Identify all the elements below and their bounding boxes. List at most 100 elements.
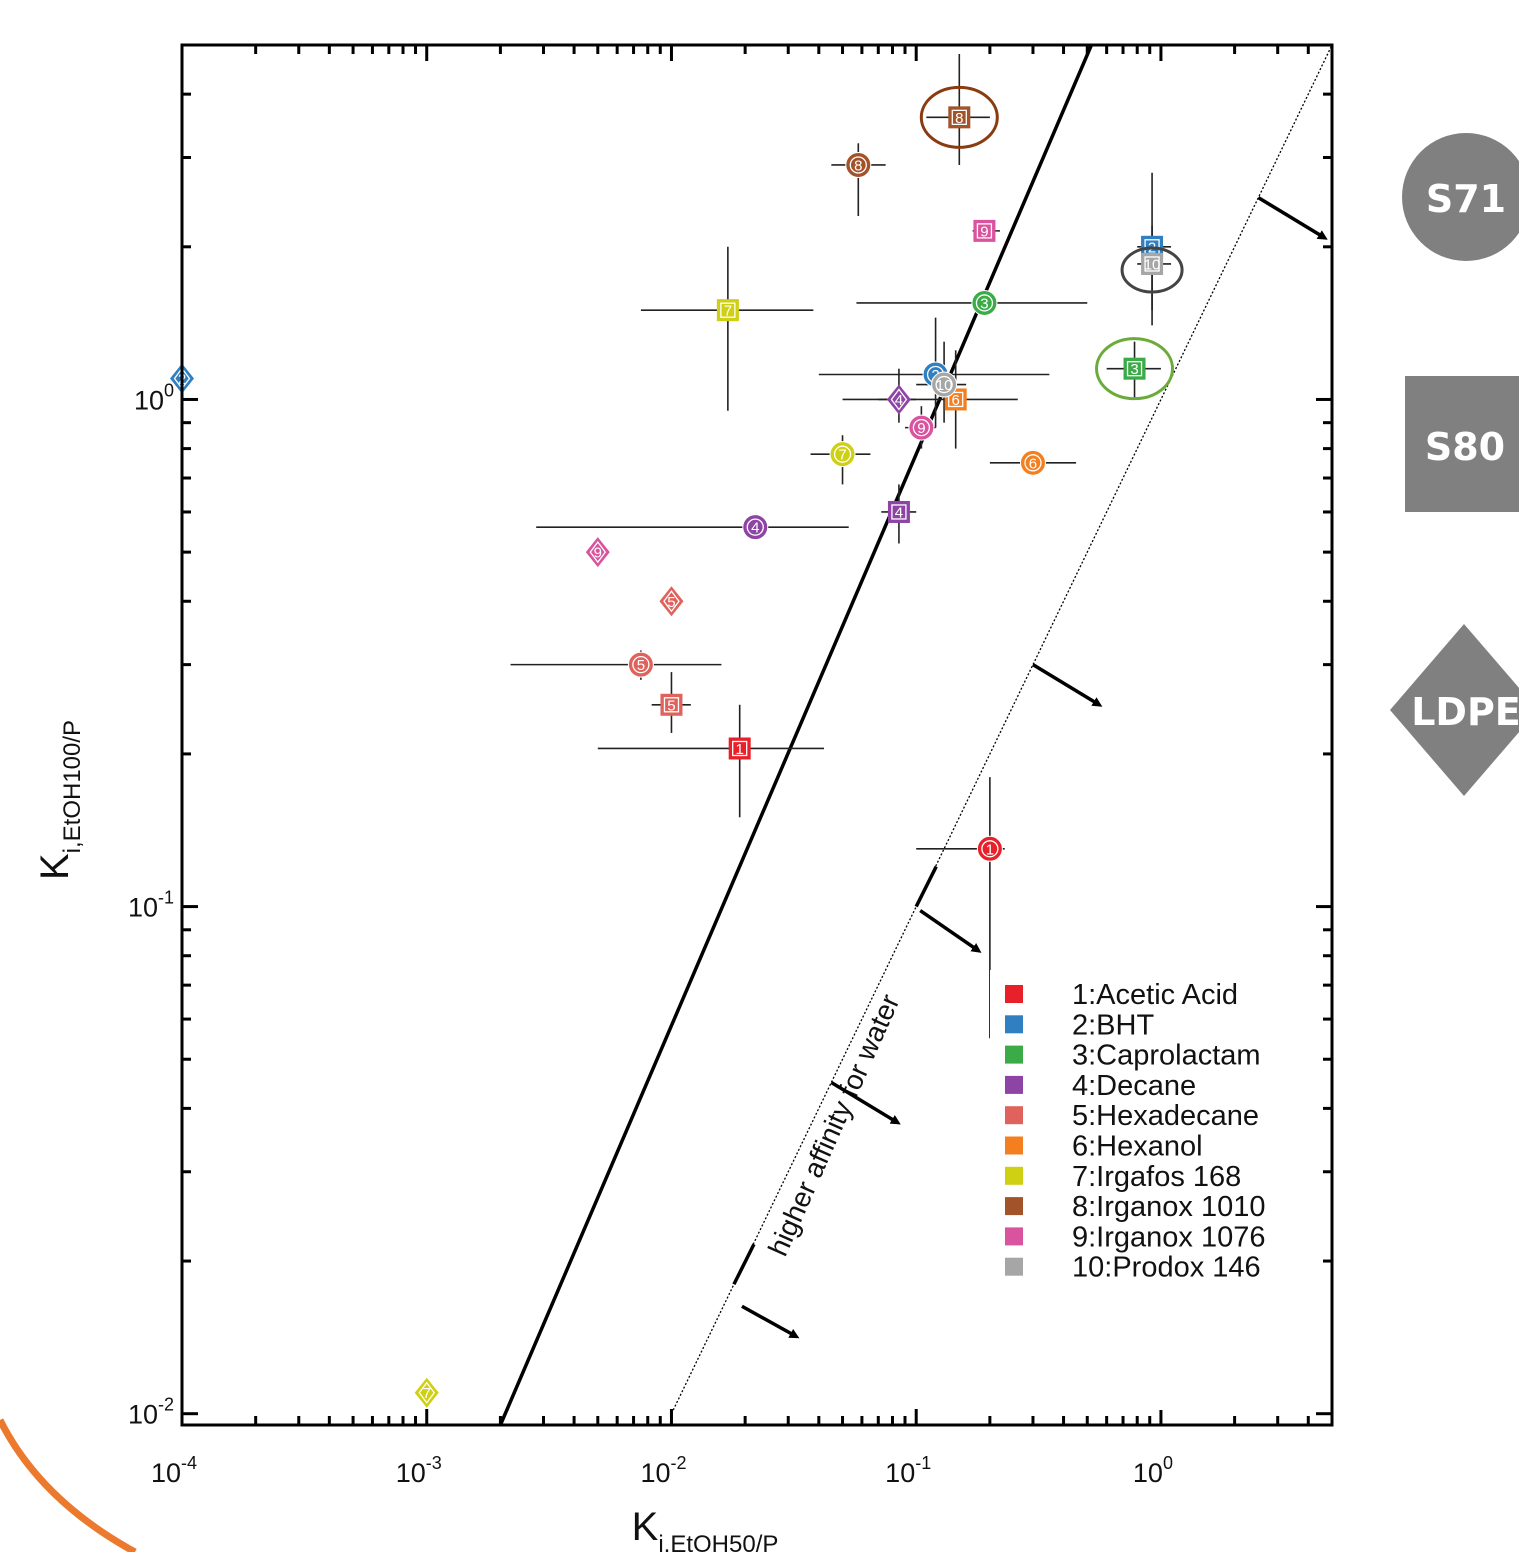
svg-text:Ki,EtOH100/P: Ki,EtOH100/P [33,720,86,880]
data-point-diamond [659,586,684,617]
legend-background [990,970,1320,1410]
legend-label: 7:Irgafos 168 [1072,1161,1241,1193]
data-point-square-inner [1144,256,1160,272]
data-point-square-inner [976,223,993,239]
axis-ticks: 10-4 10-3 10-2 10-1 100 10-2 10-1 100 [128,43,1334,1488]
shape-key-diamond-label: LDPE [1411,690,1519,734]
data-point-label: 7 [423,1385,431,1402]
shape-key-circle [1402,133,1519,261]
data-point-label: 8 [955,110,963,127]
y-axis-label: Ki,EtOH100/P [33,720,86,880]
highlight-circles [919,85,1184,401]
reference-line-solid [498,45,1094,1425]
data-point-circle-inner [912,418,931,437]
data-point-square-inner [720,302,736,318]
reference-lines [498,45,1332,1425]
direction-arrow [741,1304,800,1339]
data-point-label: 9 [917,420,925,437]
data-point-label: 8 [854,157,862,174]
data-point-circle [931,371,958,398]
shape-key-circle-label: S71 [1426,177,1506,221]
shape-key: S71 S80 LDPE [1390,133,1519,796]
legend-swatch [1005,1257,1023,1276]
data-point-circle-inner [935,375,953,394]
data-point-diamond-inner [890,388,908,411]
annotation-bracket [732,1243,756,1286]
legend-label: 3:Caprolactam [1072,1040,1261,1072]
data-point-label: 10 [1144,256,1161,273]
data-point-circle-inner [632,655,650,674]
data-point-label: 1 [986,841,994,858]
x-tick-label: 10-2 [640,1453,686,1488]
legend-swatch [1005,1015,1023,1034]
legend-swatch [1005,1197,1023,1216]
legend-label: 9:Irganox 1076 [1072,1221,1265,1253]
highlight-circle [1120,246,1184,294]
error-bars [510,53,1172,1039]
x-axis-label-sub: i,EtOH50/P [658,1531,778,1552]
direction-arrow [1257,196,1328,240]
data-point-label: 7 [838,447,846,464]
data-point-circle-inner [746,518,764,536]
y-tick-label: 10-2 [128,1395,174,1430]
data-point-label: 7 [724,303,732,320]
data-point-circle [1019,449,1046,476]
data-point-label: 6 [1029,455,1037,472]
direction-arrow [1032,663,1103,707]
direction-arrow [830,1080,901,1125]
data-point-square-inner [732,740,748,757]
data-point-circle-inner [975,294,994,312]
x-axis-label: Ki,EtOH50/P [632,1505,779,1552]
annotation-text: higher affinity for water [762,990,905,1261]
data-point-label: 3 [980,295,988,312]
data-point-label: 3 [1130,361,1138,378]
legend-label: 2:BHT [1072,1009,1154,1041]
legend-swatch [1005,985,1023,1003]
data-point-diamond-inner [589,541,607,564]
legend-label: 10:Prodox 146 [1072,1252,1261,1284]
shape-key-diamond [1390,624,1519,796]
data-point-label: 9 [594,545,602,562]
legend: 1:Acetic Acid2:BHT3:Caprolactam4:Decane5… [990,970,1320,1410]
data-point-circle-inner [833,445,852,463]
highlight-circle [919,85,999,149]
data-point-circle [627,651,654,678]
data-point-circle [908,414,935,441]
shape-key-square-label: S80 [1425,425,1505,469]
legend-swatch [1005,1045,1023,1064]
svg-text:Ki,EtOH50/P: Ki,EtOH50/P [632,1505,779,1552]
data-point-square [1141,252,1164,275]
legend-swatch [1005,1075,1023,1094]
data-point-label: 6 [952,392,960,409]
legend-label: 8:Irganox 1010 [1072,1191,1265,1223]
legend-swatch [1005,1166,1023,1185]
legend-swatch [1005,1136,1023,1155]
data-point-label: 4 [751,520,759,537]
plot-frame [180,43,1334,1427]
data-point-label: 5 [637,657,645,674]
data-point-square [887,500,910,523]
shape-key-square [1405,376,1519,512]
data-point-square-inner [951,109,967,125]
data-point-label: 4 [895,504,903,521]
data-point-label: 4 [895,392,903,409]
decorative-arc [0,1418,137,1552]
annotation-bracket [914,865,938,908]
direction-arrow [919,909,982,953]
data-point-label: 5 [667,594,675,611]
data-point-diamond [414,1377,439,1408]
highlight-circle [1095,337,1175,401]
data-point-diamond [886,384,911,415]
data-point-label: 1 [736,741,744,758]
data-point-diamond [585,537,610,568]
data-point-diamond-inner [663,590,680,613]
data-point-square [660,693,683,716]
data-point-square [728,737,751,760]
legend-label: 6:Hexanol [1072,1131,1203,1163]
y-tick-label: 10-1 [128,888,174,923]
y-tick-label: 100 [134,380,174,415]
data-point-square [1123,357,1146,380]
x-axis-label-main: K [632,1505,659,1549]
x-tick-label: 10-4 [151,1453,197,1488]
